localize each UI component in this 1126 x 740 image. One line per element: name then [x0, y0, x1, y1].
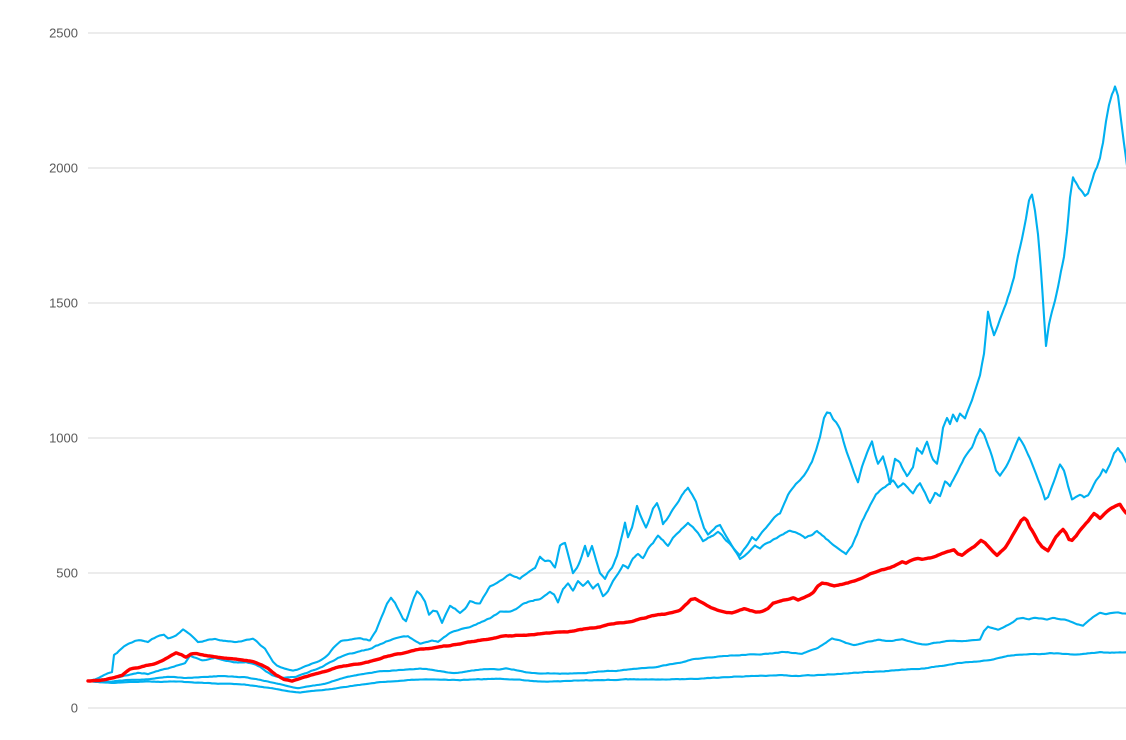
y-axis-tick-label: 500	[56, 566, 78, 581]
series-lines	[86, 85, 1126, 694]
line-chart: 2500 2000 1500 1000 500 0	[40, 16, 1126, 724]
y-axis-tick-labels: 2500 2000 1500 1000 500 0	[49, 26, 78, 716]
gridlines	[88, 32, 1126, 709]
red-series-line	[86, 502, 1126, 683]
cyan-series-fourth-line	[86, 611, 1126, 690]
y-axis-tick-label: 1500	[49, 296, 78, 311]
cyan-series-bottom-line	[86, 651, 1126, 694]
y-axis-tick-label: 1000	[49, 431, 78, 446]
y-axis-tick-label: 2500	[49, 26, 78, 41]
y-axis-tick-label: 0	[71, 701, 78, 716]
cyan-series-second-line	[86, 428, 1126, 682]
y-axis-tick-label: 2000	[49, 161, 78, 176]
cyan-series-top-line	[86, 85, 1126, 683]
line-chart-svg: 2500 2000 1500 1000 500 0	[49, 26, 1126, 716]
